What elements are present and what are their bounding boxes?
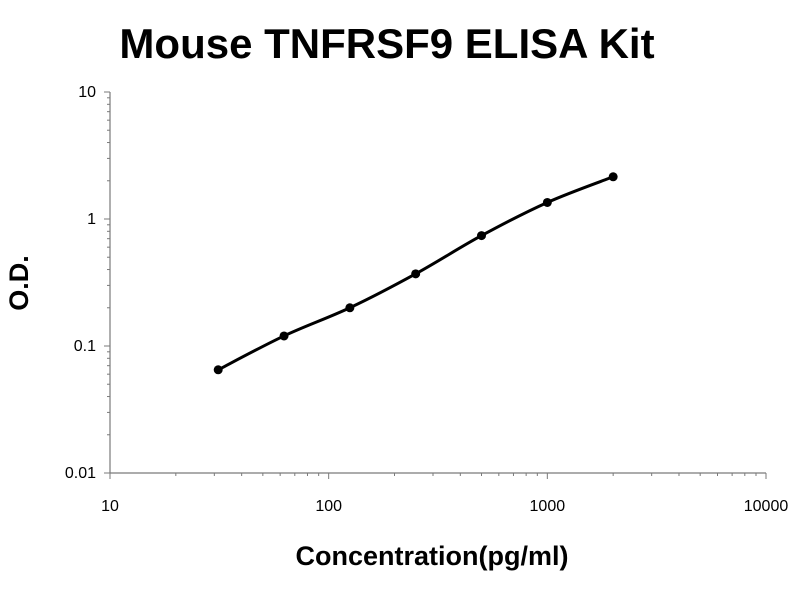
x-tick-label: 1000 <box>530 498 566 515</box>
y-tick-label: 0.1 <box>74 338 96 355</box>
x-tick-label: 100 <box>315 498 342 515</box>
axes <box>109 92 766 474</box>
tick-labels: 0.01 0.1 1 10 10 100 1000 10000 <box>65 84 788 515</box>
chart-title: Mouse TNFRSF9 ELISA Kit <box>119 20 654 67</box>
x-tick-label: 10000 <box>744 498 789 515</box>
data-point <box>213 365 223 375</box>
x-tick-label: 10 <box>101 498 119 515</box>
data-point <box>411 269 421 279</box>
data-points <box>213 172 618 375</box>
y-tick-label: 0.01 <box>65 465 96 482</box>
data-point <box>345 303 355 313</box>
data-point <box>477 231 487 241</box>
data-point <box>279 331 289 341</box>
x-axis-label: Concentration(pg/ml) <box>296 541 569 571</box>
data-point <box>608 172 618 182</box>
data-point <box>542 197 552 207</box>
tick-marks <box>104 91 767 479</box>
y-tick-label: 1 <box>87 211 96 228</box>
y-tick-label: 10 <box>78 84 96 101</box>
y-axis-label: O.D. <box>4 255 34 311</box>
